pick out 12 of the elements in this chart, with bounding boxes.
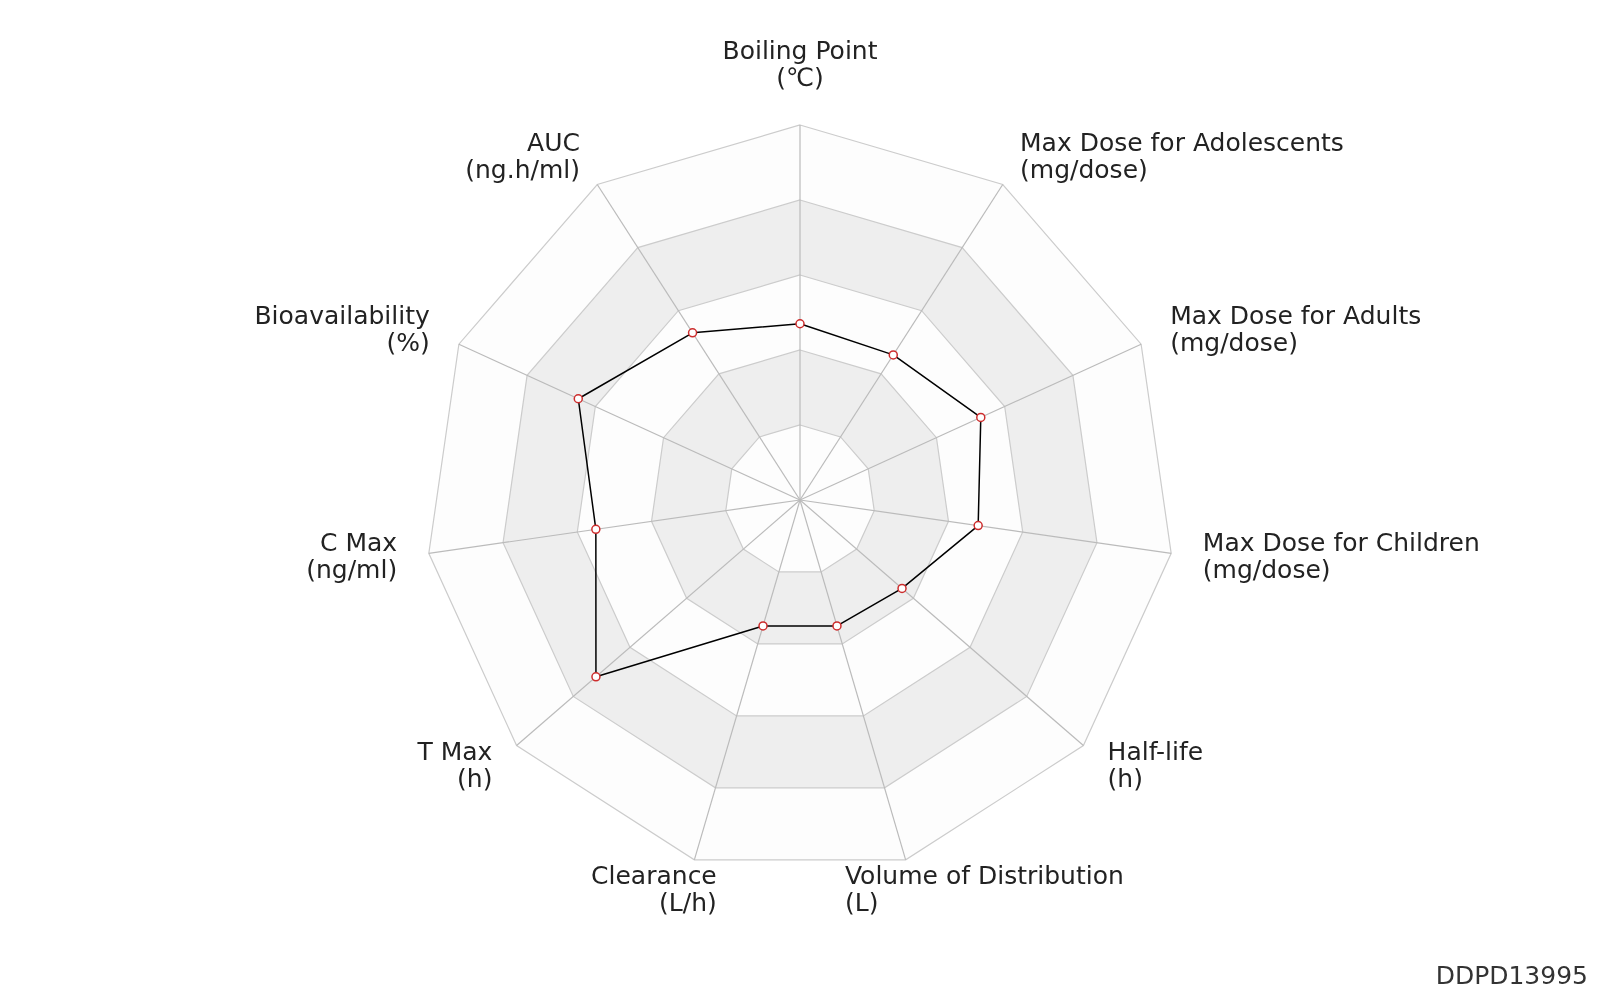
spoke-label: Clearance (L/h) (591, 860, 717, 917)
spoke-label: T Max (h) (416, 736, 493, 793)
spoke-label: Max Dose for Adolescents (mg/dose) (1020, 127, 1344, 184)
spoke-label: Bioavailability (%) (254, 300, 430, 357)
spoke-label: AUC (ng.h/ml) (465, 127, 580, 184)
spoke-label: Boiling Point (℃) (722, 36, 878, 92)
text: DDPD13995 (1435, 961, 1588, 990)
spoke-label: Volume of Distribution (L) (844, 860, 1124, 917)
spoke-label: Max Dose for Children (mg/dose) (1202, 527, 1480, 584)
spoke-label: Half-life (h) (1107, 736, 1204, 793)
spoke-label: C Max (ng/ml) (306, 527, 398, 584)
spoke-label: Max Dose for Adults (mg/dose) (1170, 300, 1422, 357)
